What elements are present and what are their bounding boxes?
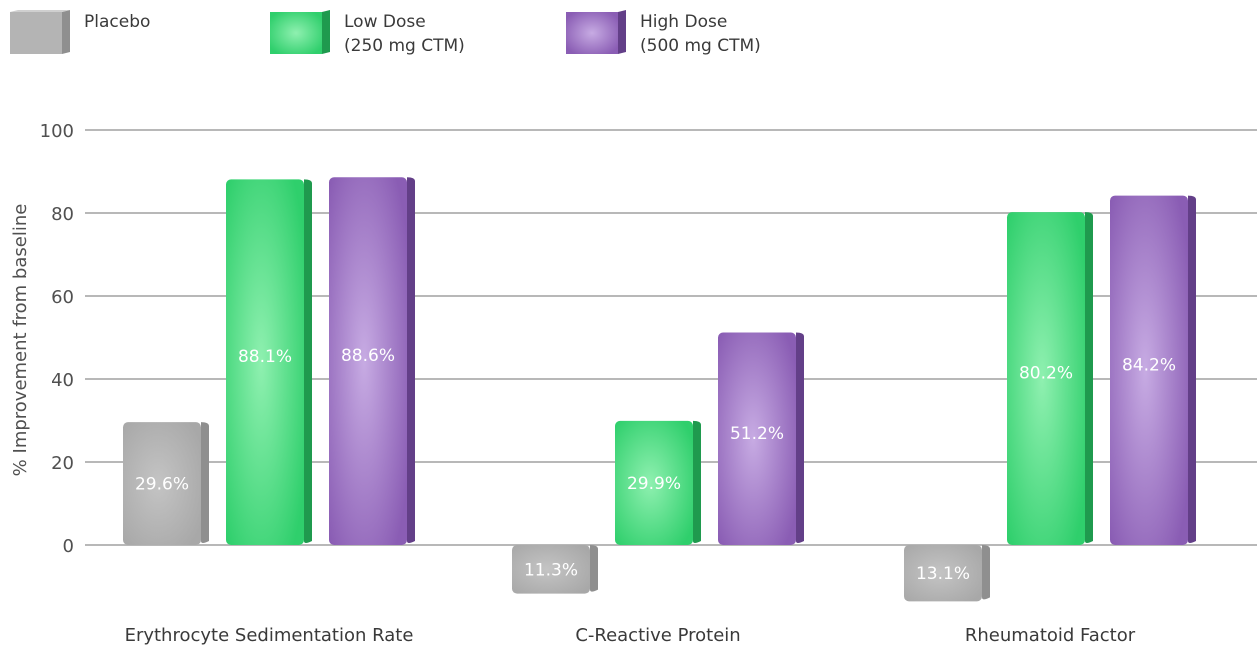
bar-face: [123, 422, 201, 545]
bar-side: [796, 332, 804, 543]
bar-side: [590, 545, 598, 592]
value-label: 88.6%: [341, 346, 395, 366]
x-category-label: Rheumatoid Factor: [965, 625, 1136, 646]
bar-side: [304, 179, 312, 543]
value-label: 51.2%: [730, 424, 784, 444]
y-tick-label: 60: [51, 287, 74, 308]
value-label: 84.2%: [1122, 355, 1176, 375]
bar-placebo-2: [512, 545, 598, 594]
bar-side: [982, 545, 990, 600]
bar-high-dose-3: [1110, 195, 1196, 545]
bar-low-dose-1: [226, 179, 312, 545]
bar-side: [407, 177, 415, 543]
bar-face: [615, 420, 693, 545]
value-label: 29.6%: [135, 475, 189, 495]
bar-face: [1110, 195, 1188, 545]
y-tick-label: 100: [40, 121, 74, 142]
legend-label-high-dose: High Dose (500 mg CTM): [640, 12, 761, 56]
bar-high-dose-1: [329, 177, 415, 545]
bar-face: [718, 332, 796, 545]
legend-swatch-placebo: [10, 10, 72, 54]
value-label: 80.2%: [1019, 364, 1073, 384]
bar-side: [1085, 212, 1093, 544]
bar-face: [1007, 212, 1085, 546]
value-label: 13.1%: [916, 564, 970, 584]
bar-side: [693, 420, 701, 543]
bar-face: [904, 545, 982, 602]
x-category-label: C-Reactive Protein: [575, 625, 740, 646]
value-label: 88.1%: [238, 347, 292, 367]
legend-item-low-dose: Low Dose (250 mg CTM): [270, 10, 465, 58]
bar-face: [226, 179, 304, 545]
legend-item-high-dose: High Dose (500 mg CTM): [566, 10, 761, 58]
y-tick-label: 40: [51, 370, 74, 391]
y-tick-label: 20: [51, 453, 74, 474]
bar-high-dose-2: [718, 332, 804, 545]
y-tick-label: 0: [63, 536, 74, 557]
legend-swatch-low-dose: [270, 10, 332, 54]
legend-label-placebo: Placebo: [84, 12, 151, 32]
value-label: 11.3%: [524, 560, 578, 580]
bar-low-dose-3: [1007, 212, 1093, 546]
y-tick-label: 80: [51, 204, 74, 225]
value-label: 29.9%: [627, 474, 681, 494]
bar-low-dose-2: [615, 420, 701, 545]
bar-face: [512, 545, 590, 594]
y-axis-label: % Improvement from baseline: [10, 204, 31, 477]
x-category-label: Erythrocyte Sedimentation Rate: [125, 625, 414, 646]
bar-placebo-1: [123, 422, 209, 545]
bar-face: [329, 177, 407, 545]
bar-side: [1188, 195, 1196, 543]
legend-swatch-high-dose: [566, 10, 628, 54]
bar-placebo-3: [904, 545, 990, 602]
legend-label-low-dose: Low Dose (250 mg CTM): [344, 12, 465, 56]
bar-side: [201, 422, 209, 543]
legend-item-placebo: Placebo: [10, 10, 150, 54]
